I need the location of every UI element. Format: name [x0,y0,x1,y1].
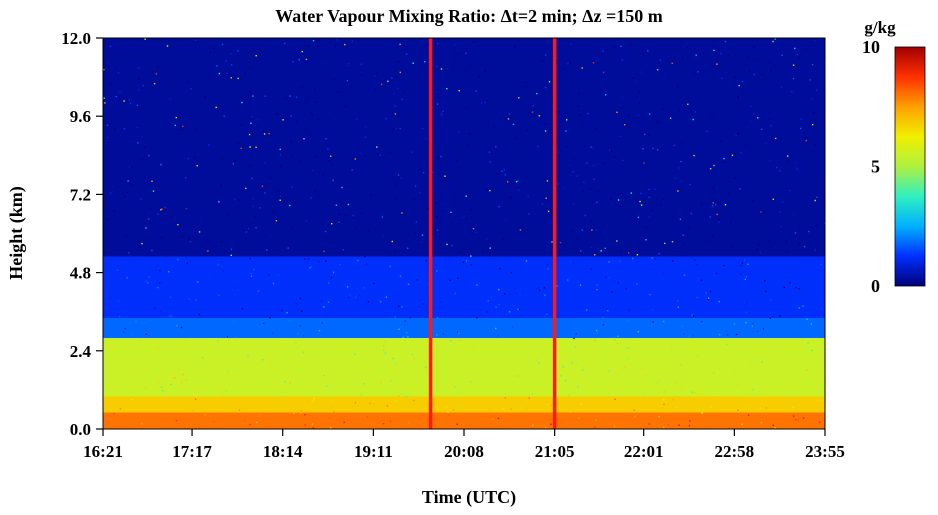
x-tick-label: 22:58 [715,442,755,461]
colorbar-bar [894,46,926,287]
x-tick-label: 23:55 [805,442,845,461]
x-tick-label: 19:11 [354,442,393,461]
colorbar-tick-label: 10 [862,37,880,57]
y-tick-label: 4.8 [70,264,91,283]
x-tick-label: 22:01 [624,442,664,461]
colorbar-tick-label: 0 [871,276,880,296]
x-axis-label: Time (UTC) [422,487,516,508]
y-axis: 0.0 2.4 4.8 7.2 9.6 12.0 [61,29,103,439]
y-axis-label: Height (km) [6,186,27,280]
y-tick-label: 7.2 [70,185,91,204]
y-tick-label: 9.6 [70,107,91,126]
x-axis: 16:21 17:17 18:14 19:11 20:08 21:05 22:01 22:58… [83,429,845,461]
colorbar: g/kg 10 5 0 [862,18,926,296]
colorbar-tick-label: 5 [871,157,880,177]
x-tick-label: 17:17 [172,442,212,461]
chart-title: Water Vapour Mixing Ratio: Δt=2 min; Δz … [275,6,662,26]
x-tick-label: 20:08 [444,442,484,461]
plot-area [102,37,826,430]
x-tick-label: 16:21 [83,442,123,461]
y-tick-label: 0.0 [70,420,91,439]
colorbar-unit: g/kg [864,18,896,37]
x-tick-label: 21:05 [535,442,575,461]
y-tick-label: 12.0 [61,29,91,48]
x-tick-label: 18:14 [263,442,303,461]
heatmap-noise [103,38,825,429]
y-tick-label: 2.4 [70,342,92,361]
colorbar-ticks: 10 5 0 [862,37,880,296]
heatmap-background [103,38,825,429]
time-markers [428,38,557,429]
